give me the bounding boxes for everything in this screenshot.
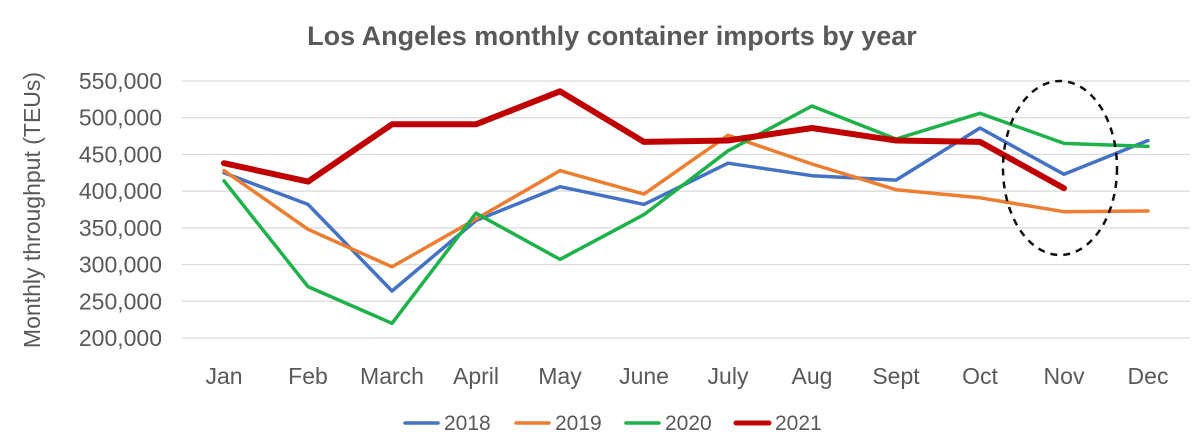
legend-label-2019: 2019 (555, 412, 602, 435)
x-tick-label: Nov (1044, 363, 1085, 389)
series-line-2021 (221, 88, 1067, 192)
y-tick-label: 500,000 (79, 105, 162, 131)
chart-title: Los Angeles monthly container imports by… (307, 21, 917, 51)
y-axis-label: Monthly throughput (TEUs) (19, 72, 45, 348)
x-tick-label: Sept (872, 363, 920, 389)
x-tick-label: March (360, 363, 424, 389)
highlight-ellipse (1001, 79, 1119, 257)
x-tick-label: Oct (962, 363, 998, 389)
y-tick-label: 200,000 (79, 325, 162, 351)
legend-label-2020: 2020 (665, 412, 712, 435)
x-tick-label: April (453, 363, 499, 389)
x-tick-label: Feb (288, 363, 328, 389)
y-tick-label: 300,000 (79, 252, 162, 278)
x-tick-label: Jan (205, 363, 242, 389)
y-tick-label: 400,000 (79, 178, 162, 204)
series-line-2020 (222, 104, 1150, 326)
x-tick-label: July (708, 363, 749, 389)
x-tick-label: May (538, 363, 582, 389)
x-tick-label: June (619, 363, 669, 389)
legend-label-2021: 2021 (775, 412, 822, 435)
series-line-2019 (222, 133, 1150, 269)
y-tick-label: 450,000 (79, 141, 162, 167)
y-tick-label: 550,000 (79, 68, 162, 94)
y-tick-label: 250,000 (79, 288, 162, 314)
x-tick-label: Dec (1128, 363, 1169, 389)
legend-label-2018: 2018 (444, 412, 491, 435)
series-lines (221, 88, 1150, 326)
y-tick-label: 350,000 (79, 215, 162, 241)
x-tick-labels: Jan Feb March April May June July Aug Sept Oct Nov… (205, 363, 1168, 389)
legend: 2018 2019 2020 2021 (403, 412, 822, 435)
y-tick-labels: 200,000 250,000 300,000 350,000 400,000 450,0… (79, 68, 162, 351)
x-tick-label: Aug (792, 363, 833, 389)
